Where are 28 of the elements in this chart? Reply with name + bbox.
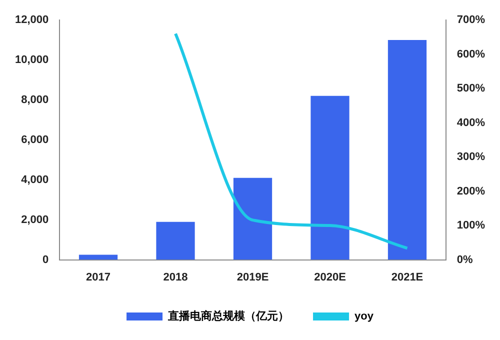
bar (233, 178, 272, 260)
y-tick-label: 4,000 (21, 174, 49, 186)
x-tick-label: 2021E (391, 271, 424, 284)
y-tick-label: 2,000 (21, 214, 49, 226)
legend-label: 直播电商总规模（亿元） (167, 310, 290, 323)
y2-tick-label: 600% (456, 48, 486, 60)
y2-tick-label: 0% (456, 254, 473, 266)
x-tick-label: 2017 (86, 271, 111, 284)
y-tick-label: 10,000 (14, 54, 49, 66)
y-tick-label: 0 (42, 254, 49, 266)
y2-tick-label: 400% (456, 116, 486, 129)
bar (310, 96, 350, 260)
bar (388, 40, 427, 260)
legend-label: yoy (354, 310, 374, 323)
y2-tick-label: 700% (456, 14, 486, 26)
y-tick-label: 12,000 (14, 14, 49, 26)
x-tick-label: 2019E (236, 271, 269, 284)
bar (156, 222, 195, 260)
y-tick-label: 6,000 (21, 134, 49, 146)
line-series (174, 32, 409, 250)
y-tick-label: 8,000 (21, 94, 49, 106)
y2-tick-label: 300% (456, 151, 486, 164)
y2-tick-label: 100% (456, 220, 486, 232)
x-tick-label: 2020E (314, 271, 346, 284)
y2-tick-label: 200% (456, 185, 486, 198)
bar (78, 254, 118, 260)
x-tick-label: 2018 (163, 271, 188, 284)
y2-tick-label: 500% (456, 82, 486, 95)
